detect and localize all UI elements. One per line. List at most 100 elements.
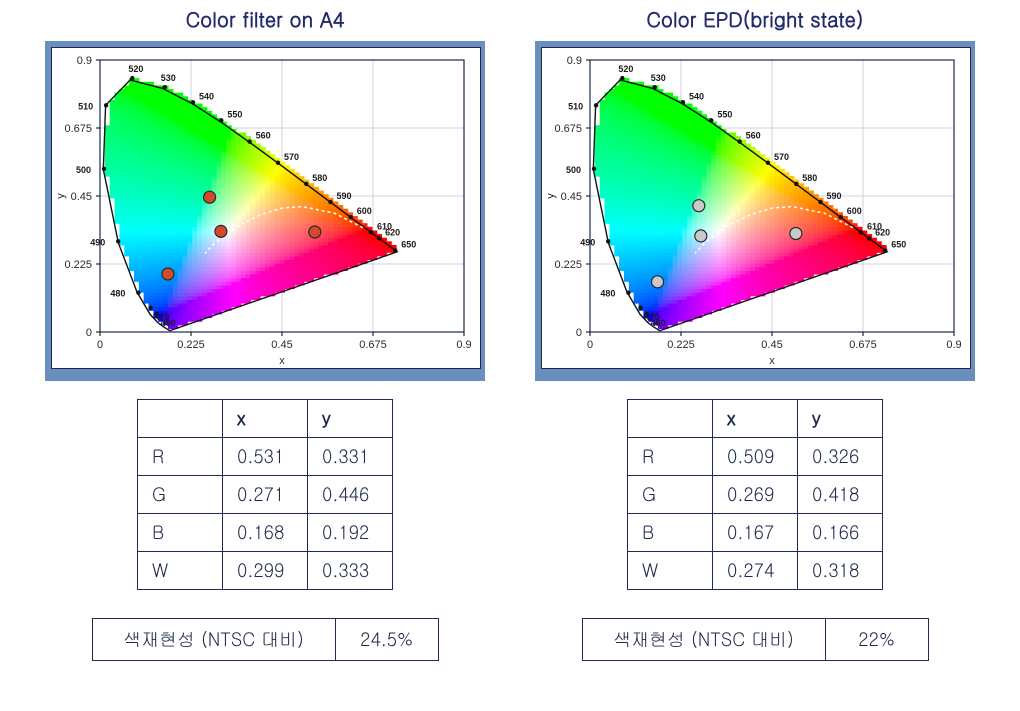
svg-text:580: 580: [312, 173, 327, 183]
svg-text:620: 620: [875, 227, 890, 237]
panel-left: Color filter on A4 460470480490500510520…: [30, 0, 500, 661]
svg-text:0.9: 0.9: [77, 55, 92, 67]
svg-text:540: 540: [689, 91, 704, 101]
table-cell: 0.168: [223, 514, 308, 552]
svg-text:y: y: [55, 193, 67, 199]
svg-text:550: 550: [717, 109, 732, 119]
svg-text:x: x: [769, 355, 775, 367]
table-cell: 0.299: [223, 552, 308, 590]
svg-text:530: 530: [651, 73, 666, 83]
table-cell: R: [138, 438, 223, 476]
table-row: G0.2690.418: [628, 476, 883, 514]
svg-text:590: 590: [337, 191, 352, 201]
svg-text:0.225: 0.225: [64, 259, 92, 271]
summary-table-right: 색재현성 (NTSC 대비) 22%: [582, 618, 929, 661]
svg-text:520: 520: [128, 64, 143, 74]
svg-text:600: 600: [847, 206, 862, 216]
chromaticity-chart-right: 4604704804905005105205305405505605705805…: [541, 47, 971, 369]
svg-text:650: 650: [891, 239, 906, 249]
table-cell: 0.167: [713, 514, 798, 552]
page: Color filter on A4 460470480490500510520…: [0, 0, 1020, 661]
chart-frame-right: 4604704804905005105205305405505605705805…: [535, 41, 975, 381]
svg-text:0.225: 0.225: [554, 259, 582, 271]
table-header: [138, 400, 223, 438]
table-cell: 0.333: [308, 552, 393, 590]
svg-text:0.9: 0.9: [456, 339, 471, 351]
svg-text:0: 0: [587, 339, 593, 351]
summary-value-right: 22%: [825, 619, 928, 661]
svg-text:0.675: 0.675: [554, 123, 582, 135]
table-cell: B: [628, 514, 713, 552]
table-cell: G: [628, 476, 713, 514]
svg-text:0.45: 0.45: [761, 339, 782, 351]
table-header: y: [308, 400, 393, 438]
svg-text:y: y: [545, 193, 557, 199]
table-cell: G: [138, 476, 223, 514]
svg-text:560: 560: [256, 131, 271, 141]
panel-title-left: Color filter on A4: [186, 4, 345, 33]
chromaticity-chart-left: 4604704804905005105205305405505605705805…: [51, 47, 481, 369]
table-cell: B: [138, 514, 223, 552]
color-table-left: xyR0.5310.331G0.2710.446B0.1680.192W0.29…: [137, 399, 393, 590]
table-cell: R: [628, 438, 713, 476]
summary-table-left: 색재현성 (NTSC 대비) 24.5%: [92, 618, 439, 661]
svg-text:540: 540: [199, 91, 214, 101]
svg-text:480: 480: [600, 289, 615, 299]
table-row: W0.2740.318: [628, 552, 883, 590]
table-header: x: [223, 400, 308, 438]
table-header: x: [713, 400, 798, 438]
table-cell: 0.331: [308, 438, 393, 476]
svg-text:0.45: 0.45: [271, 339, 292, 351]
svg-text:470: 470: [645, 312, 660, 322]
svg-text:0: 0: [576, 327, 582, 339]
svg-text:0.675: 0.675: [64, 123, 92, 135]
svg-text:580: 580: [802, 173, 817, 183]
svg-text:0: 0: [86, 327, 92, 339]
svg-text:0: 0: [97, 339, 103, 351]
svg-text:550: 550: [227, 109, 242, 119]
svg-text:0.45: 0.45: [561, 191, 582, 203]
table-header: [628, 400, 713, 438]
table-cell: 0.269: [713, 476, 798, 514]
svg-text:0.45: 0.45: [71, 191, 92, 203]
svg-text:510: 510: [78, 101, 93, 111]
svg-text:480: 480: [110, 289, 125, 299]
table-cell: 0.274: [713, 552, 798, 590]
table-cell: W: [138, 552, 223, 590]
svg-text:470: 470: [155, 312, 170, 322]
svg-text:500: 500: [76, 165, 91, 175]
svg-text:520: 520: [618, 64, 633, 74]
svg-text:0.225: 0.225: [177, 339, 205, 351]
svg-text:570: 570: [284, 152, 299, 162]
svg-text:0.675: 0.675: [359, 339, 387, 351]
table-cell: 0.509: [713, 438, 798, 476]
svg-text:490: 490: [90, 237, 105, 247]
svg-text:0.9: 0.9: [946, 339, 961, 351]
panel-title-right: Color EPD(bright state): [647, 4, 864, 33]
table-row: B0.1670.166: [628, 514, 883, 552]
summary-value-left: 24.5%: [335, 619, 438, 661]
table-row: W0.2990.333: [138, 552, 393, 590]
svg-text:570: 570: [774, 152, 789, 162]
svg-text:590: 590: [827, 191, 842, 201]
svg-text:x: x: [279, 355, 285, 367]
svg-text:650: 650: [401, 239, 416, 249]
table-cell: 0.446: [308, 476, 393, 514]
table-cell: W: [628, 552, 713, 590]
table-header: y: [798, 400, 883, 438]
svg-text:560: 560: [746, 131, 761, 141]
table-cell: 0.531: [223, 438, 308, 476]
table-cell: 0.418: [798, 476, 883, 514]
color-table-right: xyR0.5090.326G0.2690.418B0.1670.166W0.27…: [627, 399, 883, 590]
svg-text:620: 620: [385, 227, 400, 237]
summary-label-right: 색재현성 (NTSC 대비): [582, 619, 825, 661]
table-row: G0.2710.446: [138, 476, 393, 514]
summary-label-left: 색재현성 (NTSC 대비): [92, 619, 335, 661]
chart-frame-left: 4604704804905005105205305405505605705805…: [45, 41, 485, 381]
svg-text:510: 510: [568, 101, 583, 111]
svg-text:0.675: 0.675: [849, 339, 877, 351]
svg-text:530: 530: [161, 73, 176, 83]
table-cell: 0.318: [798, 552, 883, 590]
table-cell: 0.166: [798, 514, 883, 552]
svg-text:600: 600: [357, 206, 372, 216]
